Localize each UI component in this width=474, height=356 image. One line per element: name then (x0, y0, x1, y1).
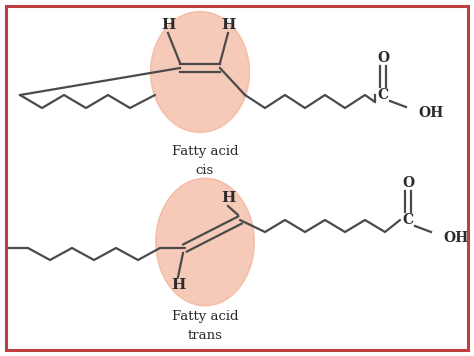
Text: Fatty acid
cis: Fatty acid cis (172, 145, 238, 177)
Text: O: O (377, 51, 389, 65)
Ellipse shape (151, 11, 249, 132)
Ellipse shape (155, 178, 254, 306)
Text: C: C (402, 213, 413, 227)
Text: OH: OH (418, 106, 443, 120)
Text: H: H (221, 191, 235, 205)
Text: H: H (161, 18, 175, 32)
Text: H: H (221, 18, 235, 32)
Text: C: C (377, 88, 389, 102)
Text: Fatty acid
trans: Fatty acid trans (172, 310, 238, 342)
Text: H: H (171, 278, 185, 292)
Text: OH: OH (443, 231, 468, 245)
Text: O: O (402, 176, 414, 190)
